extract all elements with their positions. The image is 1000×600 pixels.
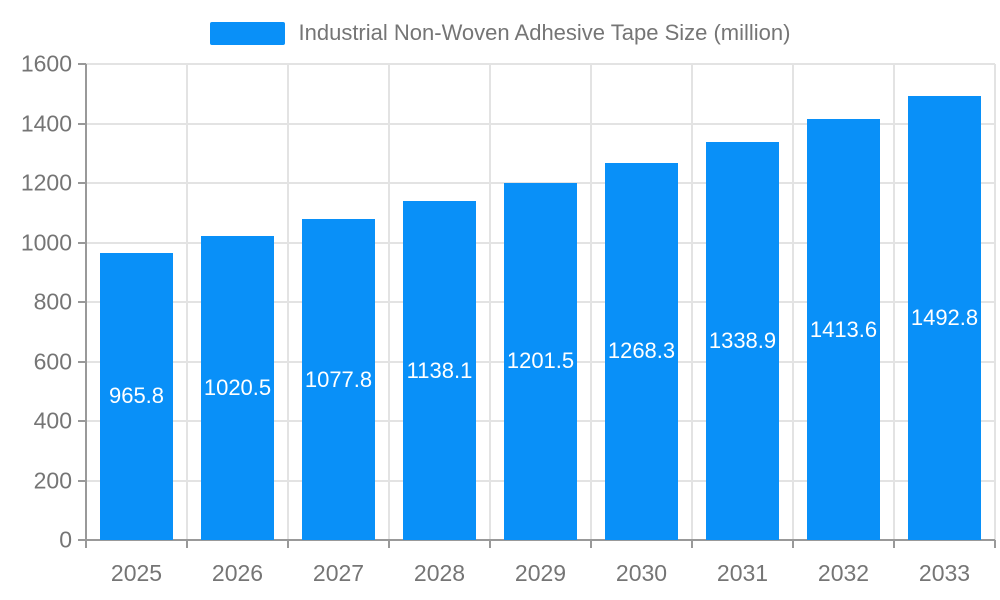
x-axis-category-label: 2026 [211, 560, 264, 586]
bar-2033: 1492.8 [908, 95, 981, 540]
y-axis-tick-label: 1600 [20, 50, 72, 77]
legend-item[interactable]: Industrial Non-Woven Adhesive Tape Size … [0, 20, 1000, 46]
x-gridline [186, 64, 188, 540]
x-axis-category-label: 2027 [312, 560, 365, 586]
y-axis-tick-label: 1400 [20, 110, 72, 136]
x-axis-category-label: 2029 [514, 560, 567, 586]
x-gridline [792, 64, 794, 540]
x-gridline [287, 64, 289, 540]
bar-value-label: 1020.5 [203, 375, 272, 401]
y-axis-tick [78, 539, 86, 541]
x-axis-category-label: 2030 [615, 560, 668, 586]
y-axis-tick-label: 600 [33, 348, 72, 374]
bar-2028: 1138.1 [403, 201, 476, 540]
x-axis-tick [691, 540, 693, 548]
x-axis-tick [186, 540, 188, 548]
y-axis-tick-label: 1000 [20, 229, 72, 255]
x-axis-tick [388, 540, 390, 548]
x-axis-tick [590, 540, 592, 548]
bar-value-label: 1338.9 [708, 327, 777, 353]
x-axis-tick [489, 540, 491, 548]
x-axis-tick [792, 540, 794, 548]
bar-2031: 1338.9 [706, 141, 779, 540]
x-gridline [489, 64, 491, 540]
bar-value-label: 1138.1 [406, 357, 473, 383]
x-axis-line [86, 539, 995, 541]
y-axis-tick-label: 1200 [20, 169, 72, 196]
x-gridline [590, 64, 592, 540]
y-axis-tick [78, 241, 86, 244]
y-axis-tick [78, 182, 86, 184]
x-axis-category-label: 2031 [716, 560, 769, 586]
bar-2032: 1413.6 [807, 119, 880, 540]
bar-2029: 1201.5 [504, 182, 577, 540]
x-axis-category-label: 2033 [918, 560, 971, 586]
bar-value-label: 1268.3 [607, 338, 676, 364]
bar-value-label: 965.8 [108, 383, 165, 409]
y-axis-line [85, 64, 87, 548]
y-axis-tick-label: 400 [33, 407, 72, 434]
bar-value-label: 1077.8 [304, 366, 373, 392]
x-axis-tick [994, 540, 996, 548]
x-gridline [893, 64, 895, 540]
bar-2026: 1020.5 [201, 236, 274, 540]
y-axis-tick-label: 200 [33, 467, 72, 493]
bar-value-label: 1492.8 [910, 304, 979, 330]
bar-2030: 1268.3 [605, 162, 678, 540]
x-axis-category-label: 2032 [817, 560, 870, 586]
legend-label: Industrial Non-Woven Adhesive Tape Size … [298, 20, 791, 45]
y-axis-tick [78, 360, 86, 363]
y-axis-tick [78, 63, 86, 65]
bar-value-label: 1413.6 [809, 316, 878, 342]
y-gridline [86, 122, 995, 125]
x-gridline [994, 64, 996, 540]
x-gridline [691, 64, 693, 540]
y-axis-tick [78, 122, 86, 125]
bar-2027: 1077.8 [302, 219, 375, 540]
x-axis-category-label: 2028 [413, 560, 466, 586]
x-axis-tick [893, 540, 895, 548]
legend-swatch [209, 21, 285, 45]
bar-2025: 965.8 [100, 252, 173, 540]
y-axis-tick [78, 479, 86, 482]
x-axis-category-label: 2025 [110, 560, 163, 586]
x-axis-tick [287, 540, 289, 548]
y-axis-tick [78, 420, 86, 422]
y-axis-tick [78, 301, 86, 303]
y-gridline [86, 63, 995, 65]
y-axis-tick-label: 0 [59, 526, 72, 553]
bar-value-label: 1201.5 [506, 348, 575, 374]
y-axis-tick-label: 800 [33, 288, 72, 315]
x-gridline [388, 64, 390, 540]
